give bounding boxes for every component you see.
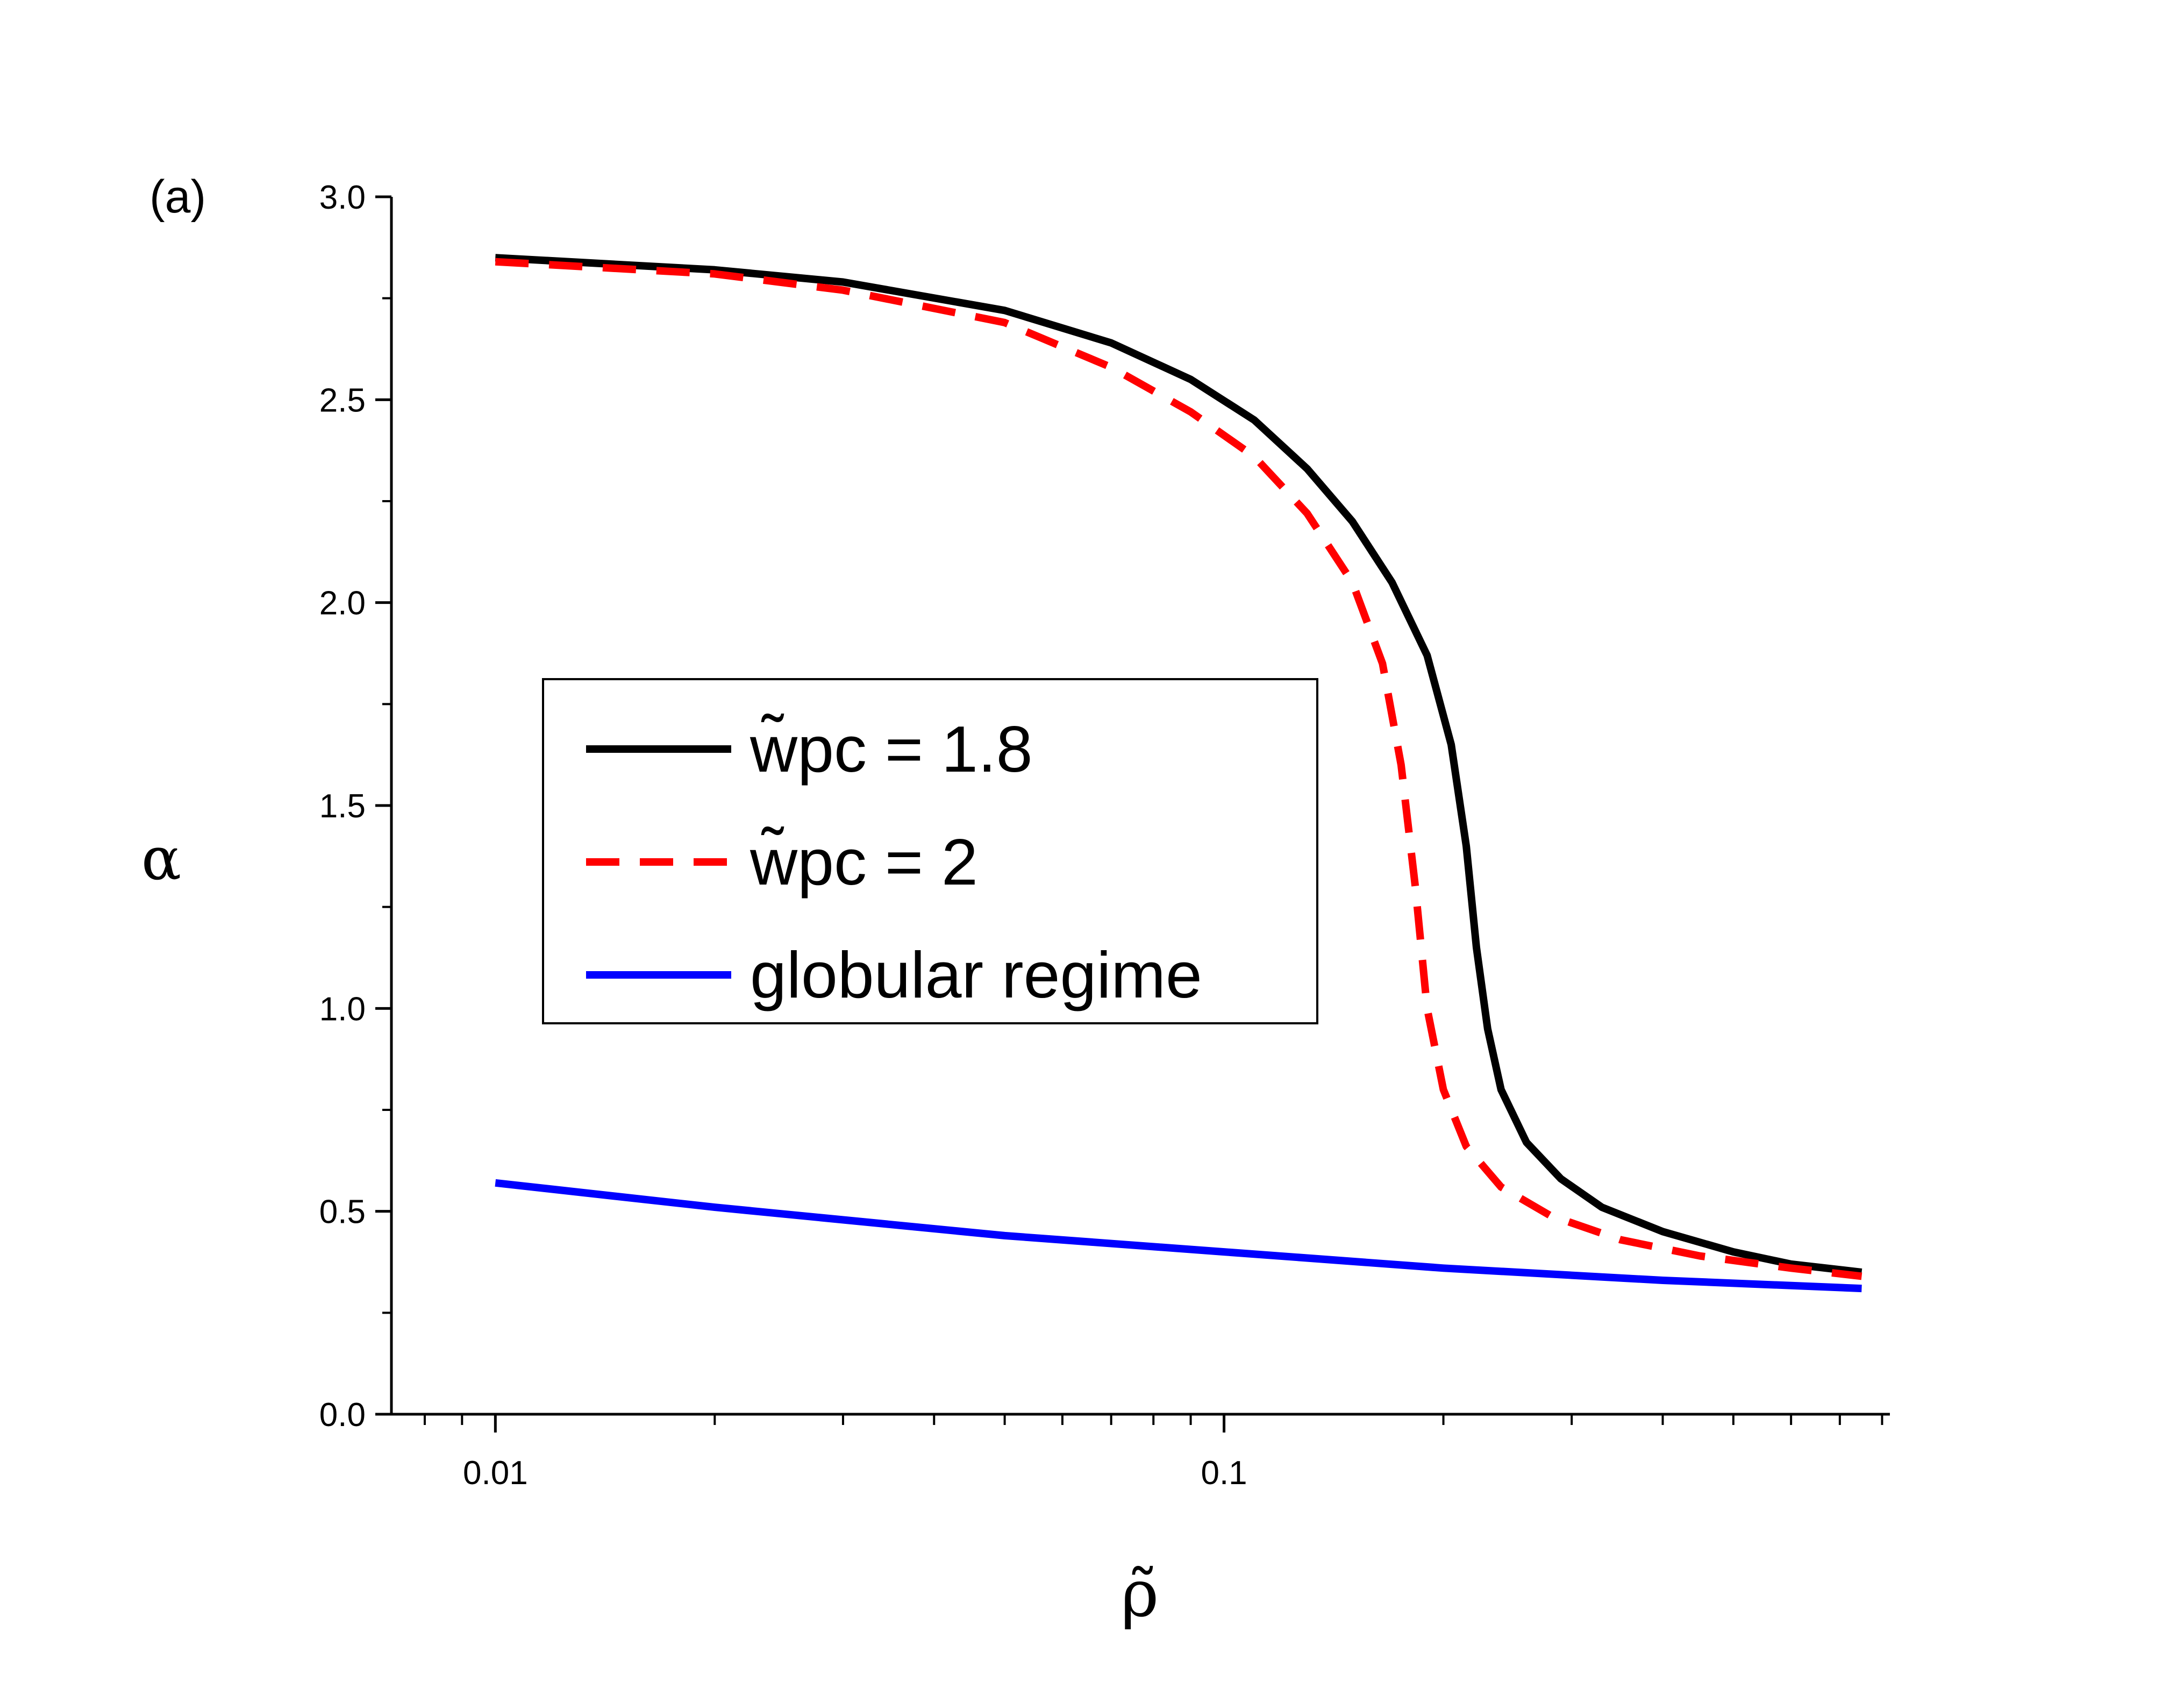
legend-label-series-2: w̃pc = 2 bbox=[750, 825, 978, 899]
x-axis-ticks: 0.01 0.1 bbox=[424, 1414, 1883, 1492]
y-tick-label: 1.0 bbox=[319, 990, 366, 1028]
y-tick-label: 0.0 bbox=[319, 1396, 366, 1434]
y-tick-label: 2.5 bbox=[319, 382, 366, 419]
legend-label-series-3: globular regime bbox=[750, 938, 1202, 1011]
panel-label: (a) bbox=[149, 171, 206, 223]
legend-box bbox=[542, 678, 1318, 1024]
x-tick-label: 0.01 bbox=[463, 1455, 528, 1492]
x-axis-label: ρ̃ bbox=[1121, 1557, 1159, 1631]
y-axis-ticks: 0.0 0.5 1.0 1.5 2.0 2.5 3.0 bbox=[319, 179, 391, 1434]
legend: w̃pc = 1.8 w̃pc = 2 globular regime bbox=[542, 678, 1318, 1024]
x-tick-label: 0.1 bbox=[1201, 1455, 1247, 1492]
series-line-1 bbox=[495, 254, 1862, 1276]
legend-label-series-1: w̃pc = 1.8 bbox=[750, 712, 1033, 786]
series-line-3 bbox=[495, 1179, 1862, 1293]
y-tick-label: 0.5 bbox=[319, 1194, 366, 1231]
y-tick-label: 3.0 bbox=[319, 179, 366, 216]
series-line-2 bbox=[495, 258, 1862, 1280]
y-tick-label: 1.5 bbox=[319, 788, 366, 825]
series-layer bbox=[495, 254, 1862, 1293]
y-axis-label: α bbox=[141, 824, 181, 893]
y-tick-label: 2.0 bbox=[319, 585, 366, 622]
